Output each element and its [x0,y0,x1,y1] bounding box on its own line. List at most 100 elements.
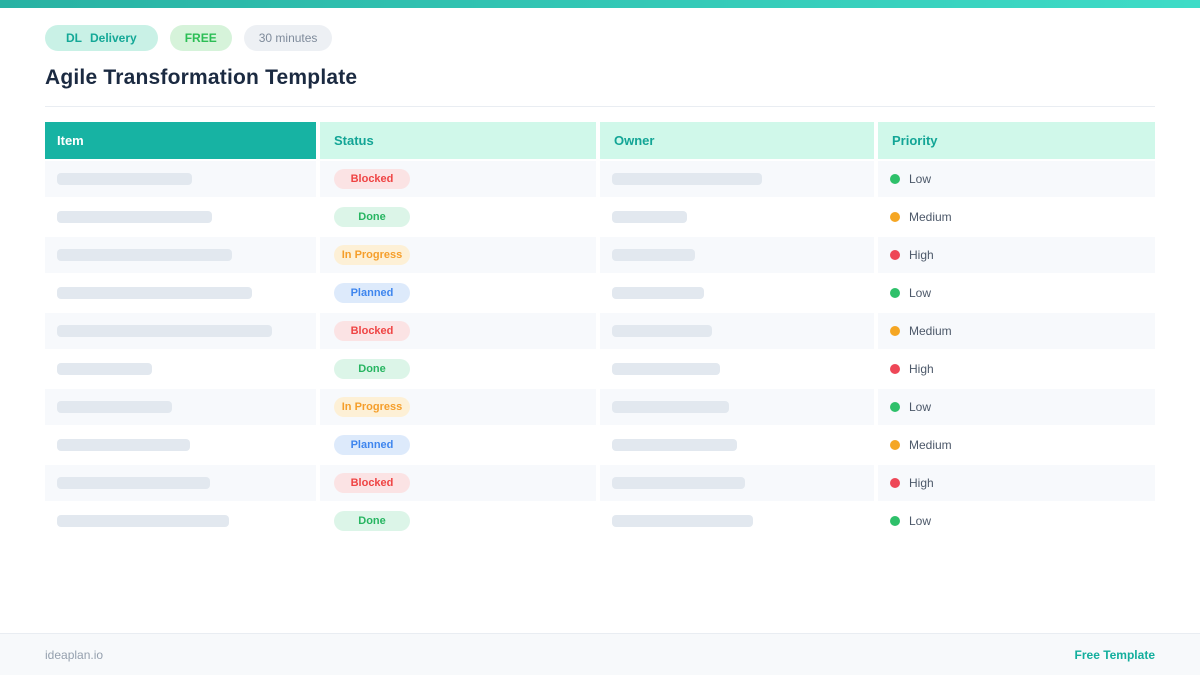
status-cell: Done [320,503,596,539]
status-badge: Blocked [334,321,410,341]
table-row: Done Medium [45,199,1155,235]
status-badge: Done [334,207,410,227]
owner-placeholder-bar [612,477,745,489]
priority-cell: Medium [878,427,1155,463]
owner-cell [600,199,874,235]
status-cell: Blocked [320,161,596,197]
item-cell [45,275,316,311]
priority-cell: Low [878,389,1155,425]
priority-dot [890,288,900,298]
item-cell [45,427,316,463]
item-placeholder-bar [57,401,172,413]
priority-cell: Low [878,161,1155,197]
table-row: Blocked High [45,465,1155,501]
page-title: Agile Transformation Template [45,66,358,89]
item-cell [45,237,316,273]
table-row: Planned Low [45,275,1155,311]
priority-dot [890,212,900,222]
priority-cell: High [878,351,1155,387]
priority-dot [890,402,900,412]
priority-cell: Low [878,275,1155,311]
status-cell: Planned [320,275,596,311]
owner-placeholder-bar [612,439,737,451]
priority-dot [890,364,900,374]
priority-label: High [909,476,934,490]
item-placeholder-bar [57,439,190,451]
owner-cell [600,389,874,425]
column-header-status: Status [320,122,596,159]
table-header-row: Item Status Owner Priority [45,122,1155,159]
priority-label: Low [909,286,932,300]
category-label: Delivery [90,31,137,45]
priority-dot [890,250,900,260]
item-placeholder-bar [57,211,212,223]
priority-cell: High [878,237,1155,273]
column-header-owner: Owner [600,122,874,159]
item-placeholder-bar [57,325,272,337]
owner-placeholder-bar [612,211,687,223]
item-placeholder-bar [57,173,192,185]
owner-placeholder-bar [612,401,729,413]
status-badge: Blocked [334,169,410,189]
owner-cell [600,427,874,463]
owner-cell [600,503,874,539]
priority-cell: Medium [878,199,1155,235]
category-badge: DL Delivery [45,25,158,51]
table-row: Done Low [45,503,1155,539]
priority-label: High [909,362,934,376]
footer: ideaplan.io Free Template [0,633,1200,675]
status-badge: In Progress [334,397,410,417]
table-row: Planned Medium [45,427,1155,463]
owner-placeholder-bar [612,173,762,185]
items-table: Item Status Owner Priority Blocked Low D… [45,122,1155,539]
priority-label: Medium [909,210,952,224]
item-placeholder-bar [57,287,252,299]
divider [45,106,1155,107]
priority-dot [890,440,900,450]
owner-placeholder-bar [612,363,720,375]
table-row: Done High [45,351,1155,387]
priority-label: Low [909,172,932,186]
owner-cell [600,237,874,273]
item-placeholder-bar [57,249,232,261]
owner-cell [600,465,874,501]
status-badge: Planned [334,435,410,455]
table-row: In Progress Low [45,389,1155,425]
priority-dot [890,326,900,336]
status-cell: Done [320,351,596,387]
item-placeholder-bar [57,477,210,489]
status-badge: Done [334,511,410,531]
owner-cell [600,161,874,197]
item-placeholder-bar [57,515,229,527]
duration-badge: 30 minutes [243,25,333,51]
item-placeholder-bar [57,363,152,375]
column-header-item: Item [45,122,316,159]
priority-label: Medium [909,324,952,338]
status-badge: Planned [334,283,410,303]
table-body: Blocked Low Done Medium In Progress [45,161,1155,539]
owner-cell [600,275,874,311]
status-cell: In Progress [320,237,596,273]
badge-row: DL Delivery FREE 30 minutes [45,25,1155,51]
item-cell [45,503,316,539]
table-row: Blocked Medium [45,313,1155,349]
status-cell: Done [320,199,596,235]
free-template-link[interactable]: Free Template [1074,647,1155,662]
free-badge: FREE [169,25,232,51]
item-cell [45,161,316,197]
priority-dot [890,174,900,184]
priority-dot [890,478,900,488]
priority-label: High [909,248,934,262]
table-row: In Progress High [45,237,1155,273]
category-abbr: DL [66,31,82,45]
status-badge: In Progress [334,245,410,265]
owner-placeholder-bar [612,325,712,337]
priority-dot [890,516,900,526]
item-cell [45,313,316,349]
top-accent-bar [0,0,1200,8]
owner-placeholder-bar [612,249,695,261]
item-cell [45,389,316,425]
priority-cell: Medium [878,313,1155,349]
priority-cell: Low [878,503,1155,539]
priority-label: Low [909,400,932,414]
